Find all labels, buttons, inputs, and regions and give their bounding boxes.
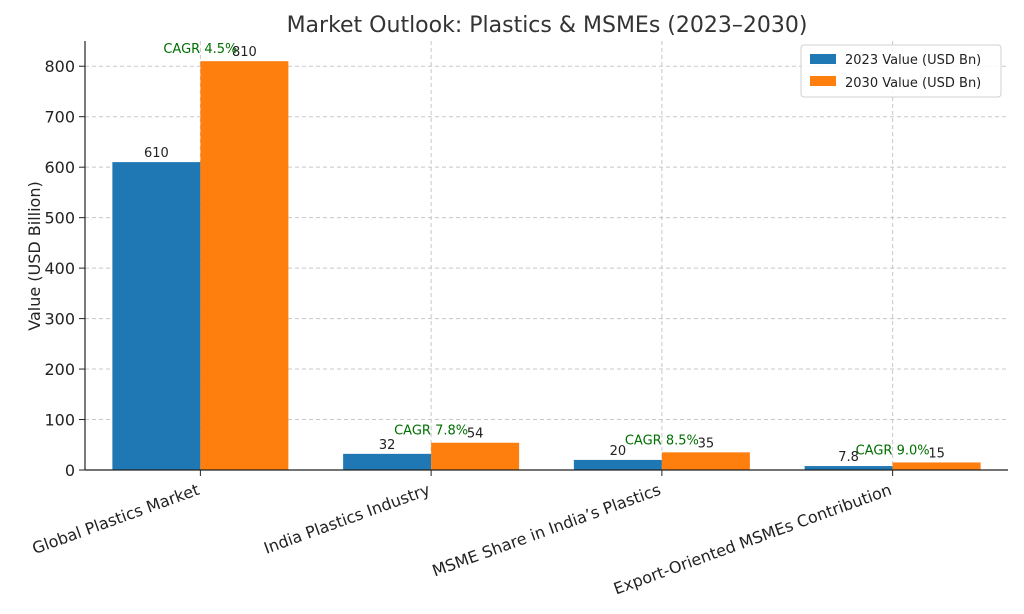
- y-tick-label: 600: [44, 158, 75, 177]
- y-tick-label: 700: [44, 108, 75, 127]
- x-tick-label: India Plastics Industry: [261, 480, 432, 558]
- legend-swatch-2030: [810, 76, 836, 86]
- bar-2030: [661, 452, 750, 470]
- y-tick-label: 500: [44, 209, 75, 228]
- cagr-annotation: CAGR 4.5%: [163, 42, 237, 57]
- bar-value-label: 610: [144, 146, 169, 161]
- legend-swatch-2023: [810, 54, 836, 64]
- bar-value-label: 32: [379, 438, 396, 453]
- axes: 0 100 200 300 400 500 600 700 800: [44, 41, 1008, 480]
- legend-label-2030: 2030 Value (USD Bn): [845, 76, 981, 91]
- y-tick-label: 300: [44, 310, 75, 329]
- cagr-annotation: CAGR 7.8%: [394, 424, 468, 439]
- x-tick-label: MSME Share in India’s Plastics: [430, 480, 664, 581]
- x-tick-labels: Global Plastics Market India Plastics Ind…: [30, 480, 894, 598]
- y-tick-label: 100: [44, 411, 75, 430]
- x-tick-label: Global Plastics Market: [30, 480, 202, 558]
- y-tick-label: 0: [65, 461, 75, 480]
- bar-value-label: 54: [467, 427, 484, 442]
- legend: 2023 Value (USD Bn) 2030 Value (USD Bn): [800, 44, 1002, 98]
- y-tick-label: 800: [44, 57, 75, 76]
- legend-box: [800, 44, 1002, 98]
- bar-2023: [343, 453, 432, 470]
- bar-2023: [573, 459, 662, 470]
- bar-2023: [804, 466, 893, 470]
- bar-2023: [112, 162, 201, 471]
- chart-title: Market Outlook: Plastics & MSMEs (2023–2…: [287, 13, 808, 38]
- bar-value-label: 810: [232, 45, 257, 60]
- y-tick-label: 200: [44, 360, 75, 379]
- bar-value-label: 15: [928, 446, 945, 461]
- cagr-annotation: CAGR 9.0%: [856, 443, 930, 458]
- legend-label-2023: 2023 Value (USD Bn): [845, 53, 981, 68]
- cagr-annotation: CAGR 8.5%: [625, 433, 699, 448]
- bar-2030: [892, 462, 981, 470]
- y-tick-label: 400: [44, 259, 75, 278]
- bar-value-label: 20: [610, 444, 627, 459]
- bar-2030: [200, 61, 289, 471]
- bar-value-label: 35: [698, 436, 715, 451]
- y-axis-label: Value (USD Billion): [25, 181, 44, 330]
- bar-2030: [431, 442, 520, 470]
- bar-value-label: 7.8: [838, 450, 859, 465]
- bars: [112, 61, 981, 471]
